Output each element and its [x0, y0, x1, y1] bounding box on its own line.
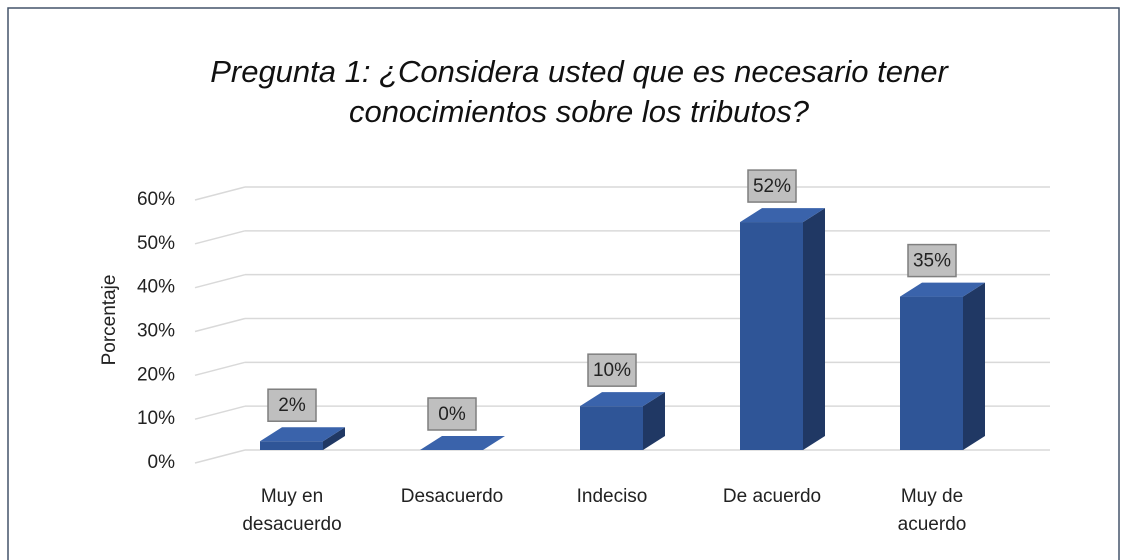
bar-side [803, 208, 825, 450]
bar-top [900, 282, 985, 297]
data-label: 0% [438, 404, 466, 425]
x-tick-label: Muy en desacuerdo [242, 486, 342, 535]
grid-line [194, 361, 246, 377]
bar-top [420, 436, 505, 450]
bar-side [963, 282, 985, 450]
x-tick-label: De acuerdo [722, 486, 822, 507]
grid-line [194, 273, 246, 289]
bar [260, 441, 323, 450]
y-tick-label: 10% [137, 408, 175, 429]
x-tick-label: Indeciso [576, 486, 648, 507]
y-tick-label: 40% [137, 277, 175, 298]
bar [900, 296, 963, 450]
bar-top [740, 208, 825, 223]
data-label-box [907, 243, 957, 278]
y-tick-label: 20% [137, 364, 175, 385]
data-label: 35% [913, 251, 951, 272]
data-label-box [587, 353, 637, 387]
y-tick-label: 60% [137, 189, 175, 210]
data-label-box [747, 169, 797, 203]
grid-line [194, 405, 246, 420]
grid-line [194, 317, 246, 333]
x-tick-label: Muy de acuerdo [897, 486, 967, 535]
chart-title: Pregunta 1: ¿Considera usted que es nece… [210, 54, 948, 129]
y-tick-label: 0% [148, 452, 176, 473]
bar [580, 406, 643, 450]
y-axis-label: Porcentaje [99, 275, 120, 366]
bar-top [580, 392, 665, 407]
bar-side [643, 392, 665, 450]
y-tick-label: 50% [137, 233, 175, 254]
data-label: 10% [593, 360, 631, 381]
grid-line [194, 449, 246, 464]
bar-side [323, 427, 345, 450]
grid-line [194, 230, 246, 245]
grid-line [194, 186, 246, 201]
bar-top [260, 427, 345, 442]
data-label: 52% [753, 176, 791, 197]
x-tick-label: Desacuerdo [400, 486, 504, 507]
data-label-box [267, 388, 317, 422]
data-label: 2% [278, 395, 306, 416]
data-label-box [427, 397, 477, 431]
bar [740, 222, 803, 450]
y-tick-label: 30% [137, 321, 175, 342]
